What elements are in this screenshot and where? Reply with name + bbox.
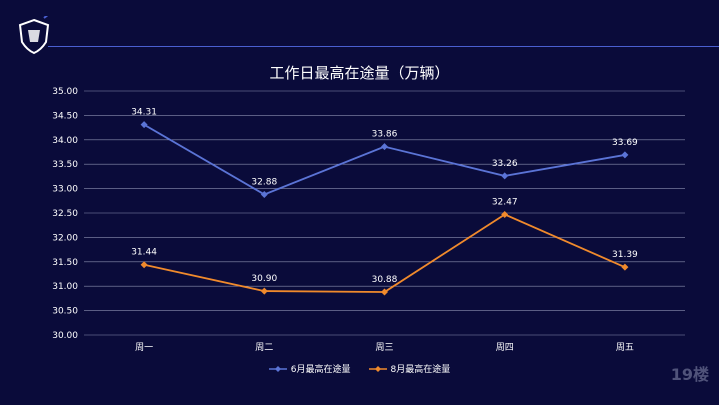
data-label: 33.26 [492, 159, 518, 169]
chart-title: 工作日最高在途量（万辆） [269, 64, 450, 82]
data-point [621, 151, 629, 159]
data-point [260, 190, 268, 198]
legend-item: 8月最高在途量 [368, 362, 451, 375]
header-rule [48, 46, 719, 47]
chart-legend: 6月最高在途量 8月最高在途量 [0, 362, 719, 375]
data-label: 32.88 [251, 177, 277, 187]
watermark: 19楼 [670, 365, 709, 384]
data-label: 31.39 [612, 250, 638, 260]
data-label: 33.86 [372, 130, 398, 140]
data-point [501, 172, 509, 180]
data-label: 31.44 [131, 248, 157, 258]
data-label: 33.69 [612, 138, 638, 148]
data-label: 32.47 [492, 197, 518, 207]
legend-item: 6月最高在途量 [268, 362, 351, 375]
data-point [381, 143, 388, 151]
x-tick-label: 周三 [375, 342, 393, 353]
data-point [621, 263, 629, 271]
x-tick-label: 周四 [496, 342, 514, 353]
shield-logo-icon [18, 16, 50, 55]
data-label: 30.88 [372, 275, 398, 285]
legend-label: 6月最高在途量 [290, 365, 351, 375]
x-tick-label: 周五 [616, 342, 634, 353]
y-tick-label: 35.00 [52, 87, 78, 97]
y-tick-label: 34.50 [52, 111, 78, 121]
data-point [140, 121, 148, 129]
y-tick-label: 34.00 [52, 136, 78, 146]
data-point [381, 288, 388, 296]
y-tick-label: 32.50 [52, 209, 78, 219]
x-tick-label: 周一 [135, 342, 153, 353]
x-tick-label: 周二 [255, 342, 273, 353]
y-tick-label: 33.00 [52, 185, 78, 195]
data-label: 34.31 [131, 108, 157, 118]
legend-swatch-icon [268, 365, 287, 372]
y-tick-label: 33.50 [52, 160, 78, 170]
y-tick-label: 32.00 [52, 233, 78, 243]
legend-label: 8月最高在途量 [390, 365, 451, 375]
data-label: 30.90 [251, 274, 277, 284]
legend-swatch-icon [368, 365, 387, 372]
y-tick-label: 31.00 [52, 282, 78, 292]
y-tick-label: 30.00 [52, 331, 78, 341]
data-point [501, 210, 509, 218]
y-tick-label: 30.50 [52, 307, 78, 317]
y-tick-label: 31.50 [52, 258, 78, 268]
data-point [260, 287, 268, 295]
data-point [140, 261, 148, 269]
